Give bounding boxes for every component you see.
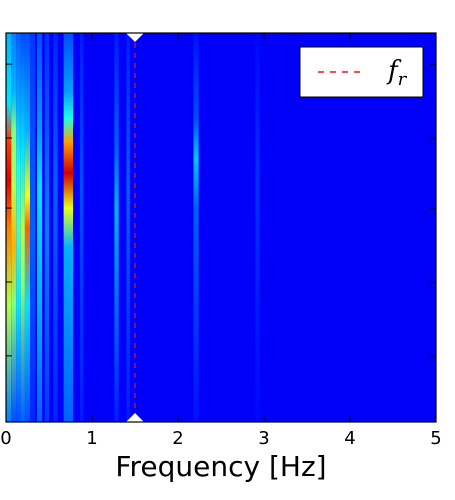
- heatmap-column: [193, 33, 199, 422]
- x-tick-label: 4: [344, 428, 355, 449]
- heatmap-column: [20, 33, 25, 422]
- plot-background: [6, 33, 436, 422]
- reference-line-layer: [126, 33, 144, 422]
- heatmap-column: [255, 33, 260, 422]
- x-tick-label: 3: [258, 428, 269, 449]
- plot-border: [5, 32, 437, 423]
- reference-marker-bottom: [126, 413, 144, 422]
- heatmap-column: [11, 33, 17, 422]
- heatmap-column: [79, 33, 84, 422]
- x-tick-label: 0: [0, 428, 11, 449]
- heatmap-column: [63, 33, 74, 422]
- heatmap-column: [126, 33, 130, 422]
- x-tick-label: 2: [172, 428, 183, 449]
- tick-layer: 0 1 2 3 4 5: [0, 33, 442, 449]
- heatmap-column: [16, 33, 21, 422]
- heatmap-column: [30, 33, 36, 422]
- heatmap-column: [114, 33, 119, 422]
- heatmap-column: [53, 33, 58, 422]
- heatmap-column: [36, 33, 43, 422]
- x-tick-label: 1: [86, 428, 97, 449]
- heatmap-column: [24, 33, 31, 422]
- heatmap-column: [6, 33, 12, 422]
- heatmap-layer: [6, 33, 260, 422]
- heatmap-column: [44, 33, 49, 422]
- reference-marker-top: [126, 33, 144, 42]
- plot-frame: [5, 32, 437, 423]
- x-axis-label: Frequency [Hz]: [115, 450, 326, 483]
- heatmap-background: [6, 33, 436, 422]
- x-tick-label: 5: [430, 428, 441, 449]
- legend: fr: [299, 46, 424, 98]
